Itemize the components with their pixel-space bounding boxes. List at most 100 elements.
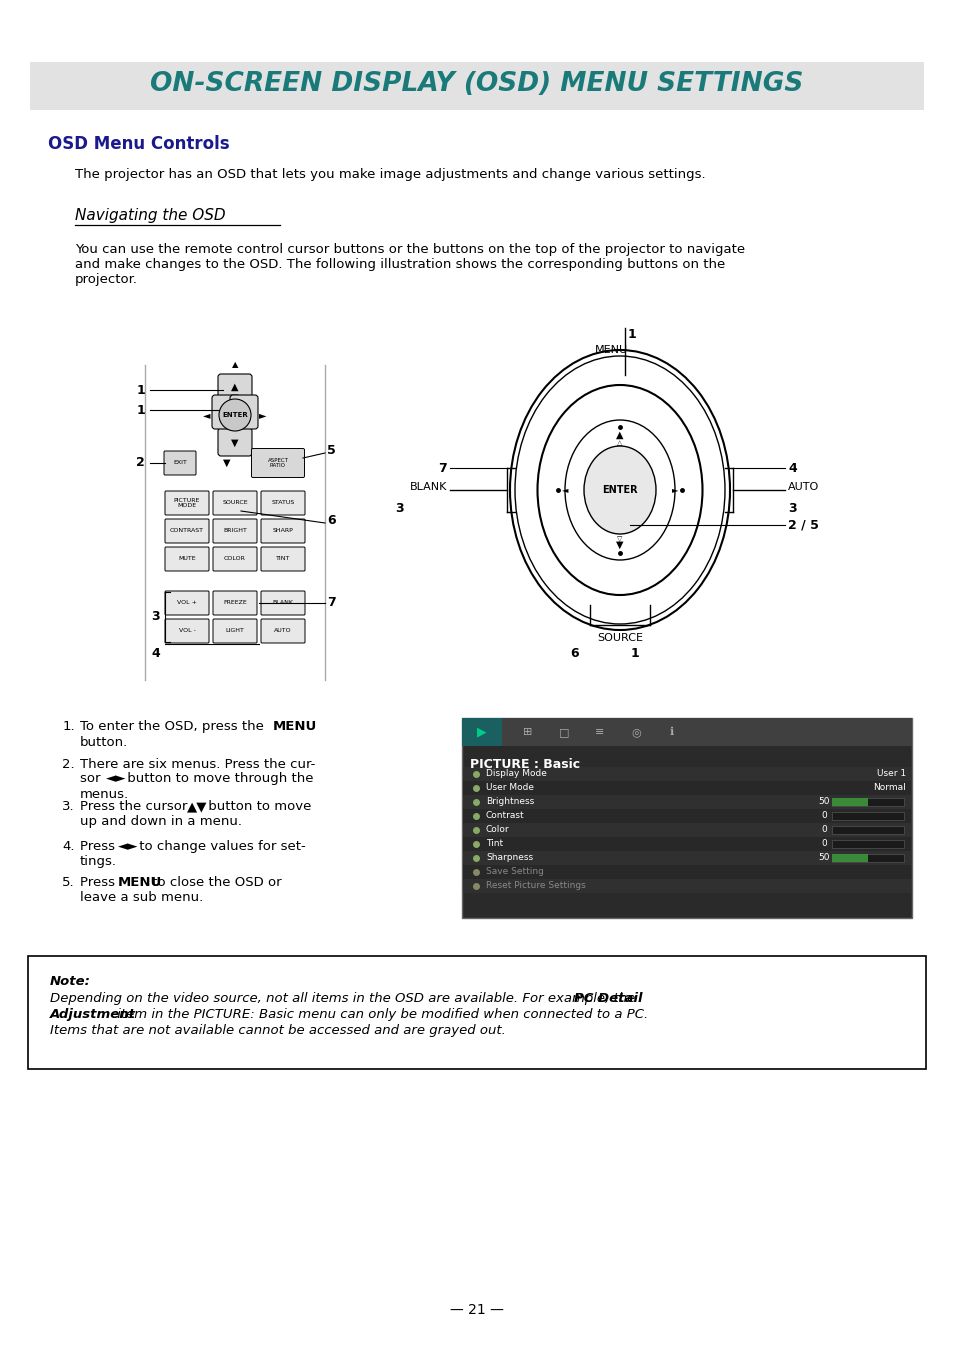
Text: ▲: ▲ <box>232 360 238 370</box>
FancyBboxPatch shape <box>261 591 305 616</box>
FancyBboxPatch shape <box>164 451 195 475</box>
FancyBboxPatch shape <box>462 767 910 782</box>
Text: Reset Picture Settings: Reset Picture Settings <box>485 882 585 891</box>
Text: 4: 4 <box>152 647 160 660</box>
Text: leave a sub menu.: leave a sub menu. <box>80 891 203 904</box>
Text: 50: 50 <box>818 798 829 806</box>
Text: to change values for set-: to change values for set- <box>135 840 305 853</box>
Text: 3.: 3. <box>62 801 75 813</box>
FancyBboxPatch shape <box>261 547 305 571</box>
FancyBboxPatch shape <box>462 837 910 850</box>
Text: 1: 1 <box>627 328 636 342</box>
Text: SHARP: SHARP <box>273 528 294 533</box>
FancyBboxPatch shape <box>212 396 240 429</box>
Text: 1.: 1. <box>62 720 75 733</box>
Text: CONTRAST: CONTRAST <box>170 528 204 533</box>
Text: PICTURE
MODE: PICTURE MODE <box>173 498 200 508</box>
Text: User 1: User 1 <box>876 769 905 779</box>
FancyBboxPatch shape <box>461 718 501 747</box>
Text: ▼: ▼ <box>223 458 231 468</box>
Text: button to move through the: button to move through the <box>123 772 314 784</box>
Text: 5.: 5. <box>62 876 75 890</box>
Text: 6: 6 <box>327 514 335 528</box>
Text: 7: 7 <box>327 597 335 609</box>
FancyBboxPatch shape <box>165 620 209 643</box>
FancyBboxPatch shape <box>165 518 209 543</box>
Text: ON-SCREEN DISPLAY (OSD) MENU SETTINGS: ON-SCREEN DISPLAY (OSD) MENU SETTINGS <box>151 72 802 97</box>
Circle shape <box>219 400 251 431</box>
FancyBboxPatch shape <box>30 62 923 109</box>
Text: button to move: button to move <box>204 801 311 813</box>
Text: The projector has an OSD that lets you make image adjustments and change various: The projector has an OSD that lets you m… <box>75 167 705 181</box>
Text: up and down in a menu.: up and down in a menu. <box>80 815 242 828</box>
FancyBboxPatch shape <box>213 620 256 643</box>
Text: 1: 1 <box>136 383 145 397</box>
Text: ENTER: ENTER <box>601 485 638 495</box>
FancyBboxPatch shape <box>165 491 209 514</box>
Text: AUTO: AUTO <box>274 629 292 633</box>
Text: ▶: ▶ <box>476 725 486 738</box>
Text: BLANK: BLANK <box>273 601 294 606</box>
Text: STATUS: STATUS <box>271 501 294 505</box>
Text: BLANK: BLANK <box>409 482 447 491</box>
Text: Items that are not available cannot be accessed and are grayed out.: Items that are not available cannot be a… <box>50 1025 505 1037</box>
Text: PICTURE : Basic: PICTURE : Basic <box>470 757 579 771</box>
Text: Brightness: Brightness <box>485 798 534 806</box>
FancyBboxPatch shape <box>462 850 910 865</box>
FancyBboxPatch shape <box>831 855 903 863</box>
Text: button.: button. <box>80 736 128 749</box>
FancyBboxPatch shape <box>213 547 256 571</box>
Text: FREEZE: FREEZE <box>223 601 247 606</box>
Text: 0: 0 <box>821 811 826 821</box>
Text: 2 / 5: 2 / 5 <box>787 518 818 532</box>
Text: ◄: ◄ <box>203 410 211 420</box>
FancyBboxPatch shape <box>831 798 867 806</box>
FancyBboxPatch shape <box>462 824 910 837</box>
Text: item in the PICTURE: Basic menu can only be modified when connected to a PC.: item in the PICTURE: Basic menu can only… <box>112 1008 648 1021</box>
FancyBboxPatch shape <box>462 879 910 892</box>
Text: AUTO: AUTO <box>787 482 819 491</box>
Text: 3: 3 <box>152 610 160 624</box>
FancyBboxPatch shape <box>230 396 257 429</box>
Text: Sharpness: Sharpness <box>485 853 533 863</box>
Text: ASPECT
RATIO: ASPECT RATIO <box>267 458 288 468</box>
Text: ▲▼: ▲▼ <box>187 801 208 813</box>
FancyBboxPatch shape <box>831 840 903 848</box>
FancyBboxPatch shape <box>213 491 256 514</box>
Text: PC Detail: PC Detail <box>574 992 641 1004</box>
Text: TINT: TINT <box>275 556 290 562</box>
Text: 0: 0 <box>821 825 826 834</box>
Text: ≡: ≡ <box>595 728 604 737</box>
Text: 3: 3 <box>787 501 796 514</box>
Text: ▼: ▼ <box>231 437 238 448</box>
Text: projector.: projector. <box>75 273 138 286</box>
Text: — 21 —: — 21 — <box>450 1303 503 1318</box>
Text: 6: 6 <box>570 647 578 660</box>
FancyBboxPatch shape <box>165 547 209 571</box>
Text: Navigating the OSD: Navigating the OSD <box>75 208 226 223</box>
Text: ◄►: ◄► <box>118 840 138 853</box>
Text: BRIGHT: BRIGHT <box>223 528 247 533</box>
Ellipse shape <box>583 446 656 535</box>
FancyBboxPatch shape <box>261 620 305 643</box>
Text: menus.: menus. <box>80 788 129 801</box>
Text: 50: 50 <box>818 853 829 863</box>
FancyBboxPatch shape <box>28 956 925 1069</box>
Text: Note:: Note: <box>50 975 91 988</box>
Text: EXIT: EXIT <box>172 460 187 466</box>
Text: 0: 0 <box>821 840 826 849</box>
Text: ▲: ▲ <box>616 431 623 440</box>
FancyBboxPatch shape <box>462 795 910 809</box>
Text: Display Mode: Display Mode <box>485 769 546 779</box>
Text: MENU: MENU <box>118 876 162 890</box>
Text: ◎: ◎ <box>631 728 640 737</box>
Text: To enter the OSD, press the: To enter the OSD, press the <box>80 720 268 733</box>
Text: 4.: 4. <box>63 840 75 853</box>
Text: ⊞: ⊞ <box>523 728 532 737</box>
Text: to close the OSD or: to close the OSD or <box>148 876 281 890</box>
FancyBboxPatch shape <box>462 782 910 795</box>
Text: ◄: ◄ <box>561 486 568 494</box>
Text: 5: 5 <box>327 444 335 458</box>
Text: You can use the remote control cursor buttons or the buttons on the top of the p: You can use the remote control cursor bu… <box>75 243 744 256</box>
Text: Press: Press <box>80 840 119 853</box>
